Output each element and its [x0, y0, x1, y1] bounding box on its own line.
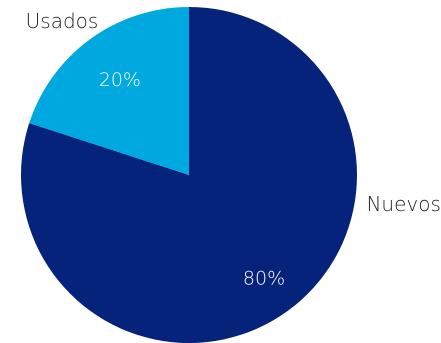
slice-category-label-nuevos: Nuevos — [366, 192, 440, 216]
slice-category-label-usados: Usados — [26, 9, 99, 33]
pie-slices — [21, 7, 358, 343]
pie-slice-usados — [29, 7, 190, 175]
pie-labels: 80% Nuevos 20% Usados — [26, 9, 441, 289]
slice-value-label-usados: 20% — [99, 69, 141, 91]
slice-value-label-nuevos: 80% — [243, 267, 285, 289]
